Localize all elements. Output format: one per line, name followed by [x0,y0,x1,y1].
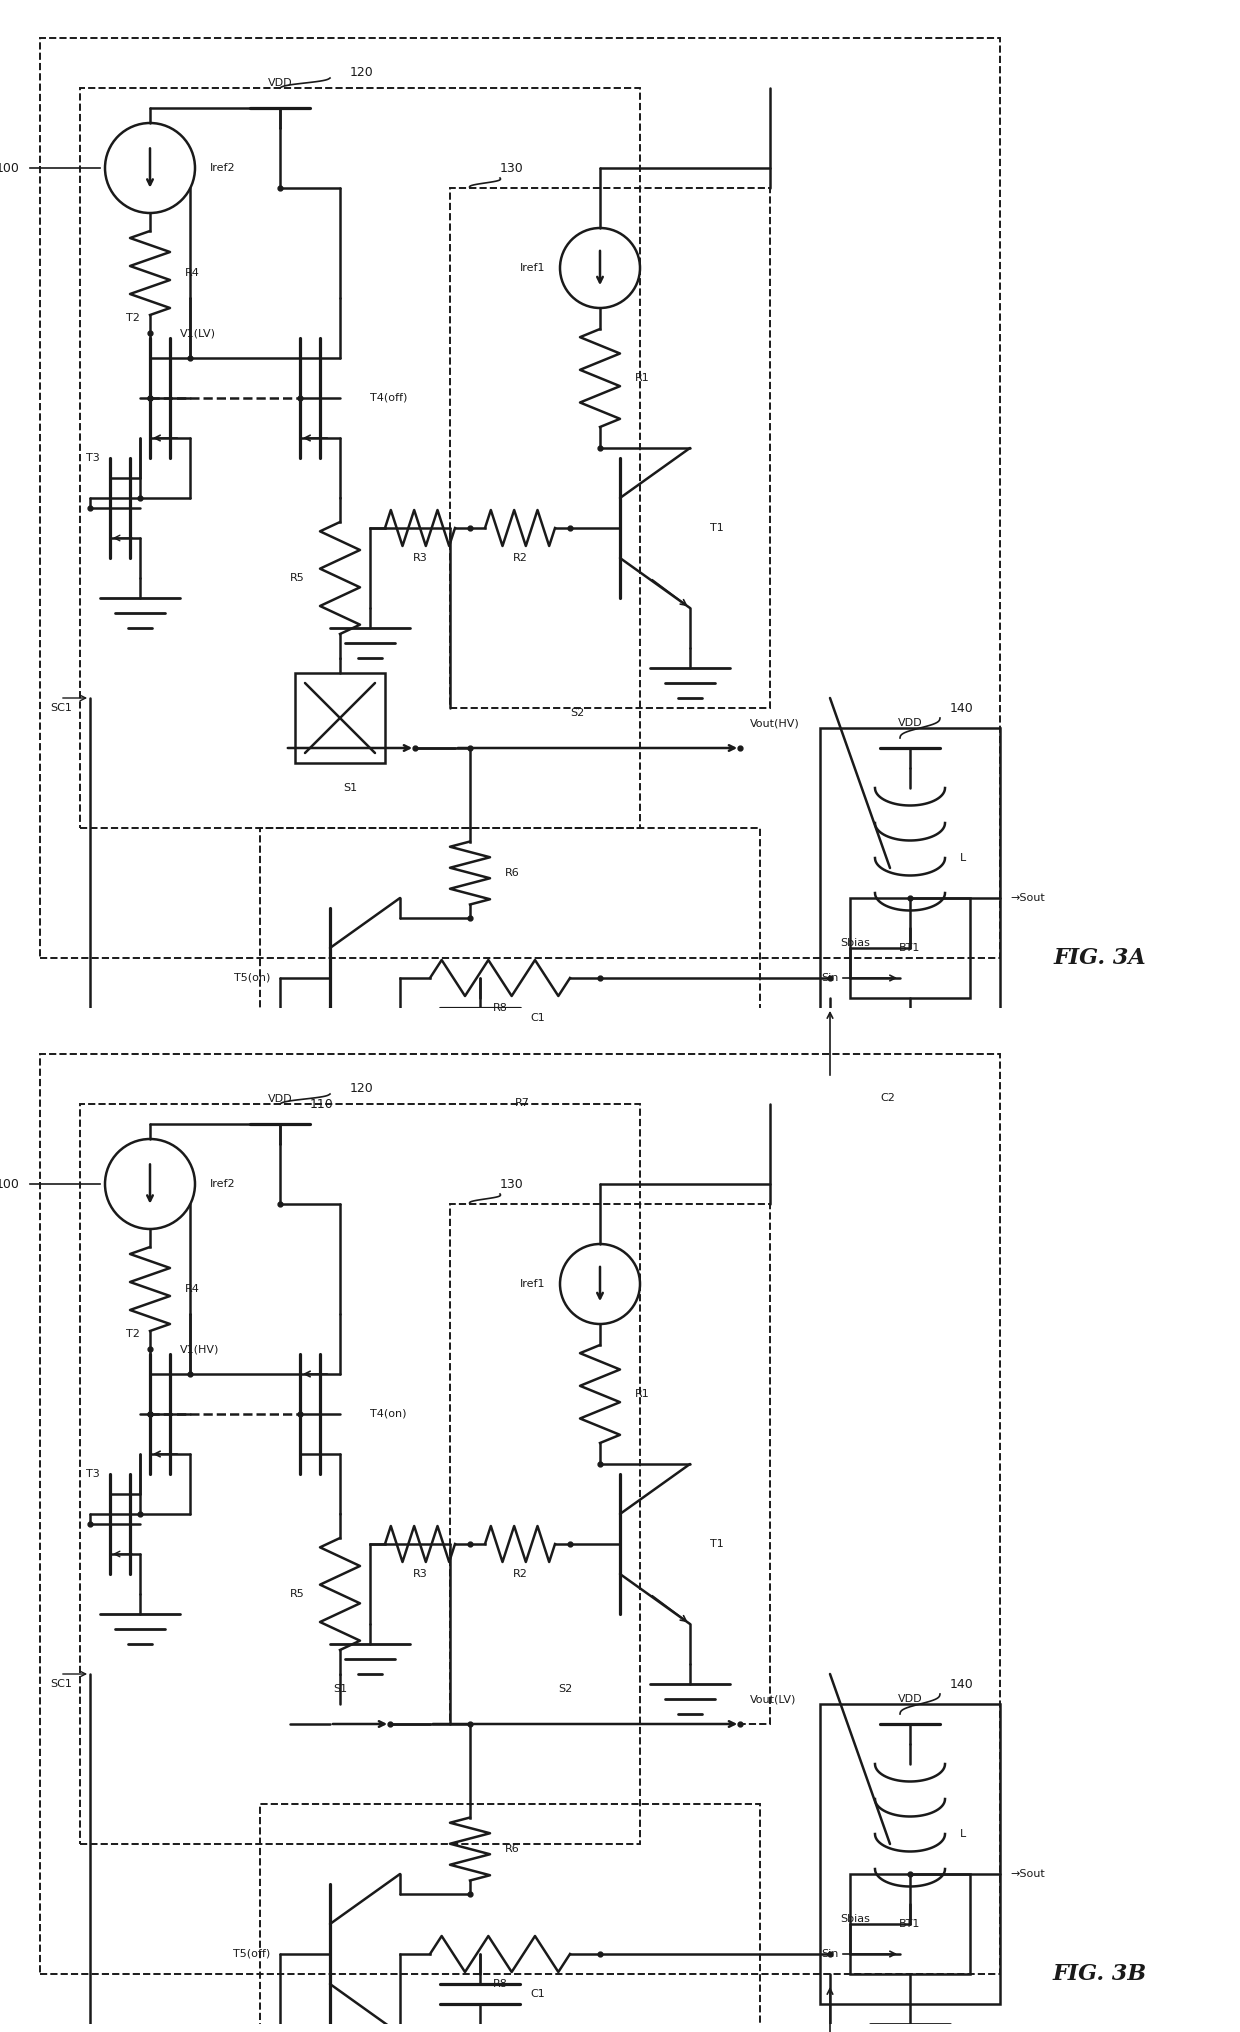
Text: L: L [960,1829,966,1839]
Text: FIG. 3A: FIG. 3A [1054,947,1146,969]
Text: S1: S1 [332,1685,347,1695]
Text: S2: S2 [570,707,584,717]
Bar [450,189,770,707]
Bar [81,1103,640,1843]
Text: C1: C1 [529,1989,544,1999]
Text: T3: T3 [87,453,100,463]
Text: 140: 140 [950,701,973,715]
Text: T3: T3 [87,1469,100,1479]
Text: →Sout: →Sout [1011,1869,1045,1880]
Text: Iref2: Iref2 [210,163,236,173]
Text: R5: R5 [290,573,305,583]
Text: V1(HV): V1(HV) [180,1343,219,1353]
Text: C1: C1 [529,1014,544,1022]
Text: R3: R3 [413,553,428,563]
Text: 130: 130 [500,161,523,175]
Text: Sin: Sin [821,973,838,983]
Text: SC1: SC1 [50,1678,72,1689]
Text: Iref2: Iref2 [210,1179,236,1189]
Bar [260,1804,760,2032]
Bar [81,87,640,827]
Text: 110: 110 [310,1097,334,1112]
Bar [820,727,999,1028]
Bar [295,673,384,762]
Text: BT1: BT1 [899,943,920,953]
Text: FIG. 3B: FIG. 3B [1053,1963,1147,1985]
Text: Vout(LV): Vout(LV) [750,1695,796,1705]
Text: R6: R6 [505,1843,520,1853]
Text: R8: R8 [492,1004,507,1014]
Text: R1: R1 [635,1390,650,1398]
Text: 120: 120 [350,1083,373,1095]
Text: VDD: VDD [268,77,293,87]
Text: R3: R3 [413,1569,428,1579]
Bar [40,39,999,957]
Text: R1: R1 [635,374,650,382]
Text: R2: R2 [512,553,527,563]
Text: R8: R8 [492,1979,507,1989]
Text: R4: R4 [185,1284,200,1294]
Text: T2: T2 [126,313,140,323]
Text: 130: 130 [500,1177,523,1191]
Text: Sbias: Sbias [839,1914,870,1924]
Bar [450,1205,770,1723]
Text: Sbias: Sbias [839,939,870,949]
Text: S2: S2 [558,1685,572,1695]
Text: R6: R6 [505,868,520,878]
Bar [260,827,760,1079]
Text: S1: S1 [343,782,357,792]
Text: 100: 100 [0,1177,20,1191]
Text: R2: R2 [512,1569,527,1579]
Text: T2: T2 [126,1329,140,1339]
Text: VDD: VDD [898,1695,923,1705]
Text: VDD: VDD [268,1093,293,1103]
Text: Vout(HV): Vout(HV) [750,717,800,727]
Text: 140: 140 [950,1678,973,1691]
Text: T1: T1 [711,1538,724,1548]
Text: T4(on): T4(on) [370,1408,407,1418]
Bar [40,1055,999,1973]
Text: T5(off): T5(off) [233,1949,270,1959]
Text: →Sout: →Sout [1011,892,1045,902]
Text: Sin: Sin [821,1949,838,1959]
Text: Iref1: Iref1 [520,1278,546,1288]
Text: 100: 100 [0,161,20,175]
Text: T5(on): T5(on) [233,973,270,983]
Text: T1: T1 [711,522,724,532]
Text: 120: 120 [350,67,373,79]
Text: C2: C2 [880,1093,895,1103]
Text: VDD: VDD [898,717,923,727]
Text: SC1: SC1 [50,703,72,713]
Bar [849,1874,970,1973]
Text: Iref1: Iref1 [520,262,546,272]
Text: R5: R5 [290,1589,305,1599]
Bar [820,1705,999,2004]
Text: R7: R7 [515,1097,529,1107]
Text: R4: R4 [185,268,200,278]
Bar [849,898,970,998]
Text: T4(off): T4(off) [370,392,408,402]
Text: V1(LV): V1(LV) [180,327,216,337]
Text: BT1: BT1 [899,1918,920,1928]
Text: L: L [960,853,966,864]
